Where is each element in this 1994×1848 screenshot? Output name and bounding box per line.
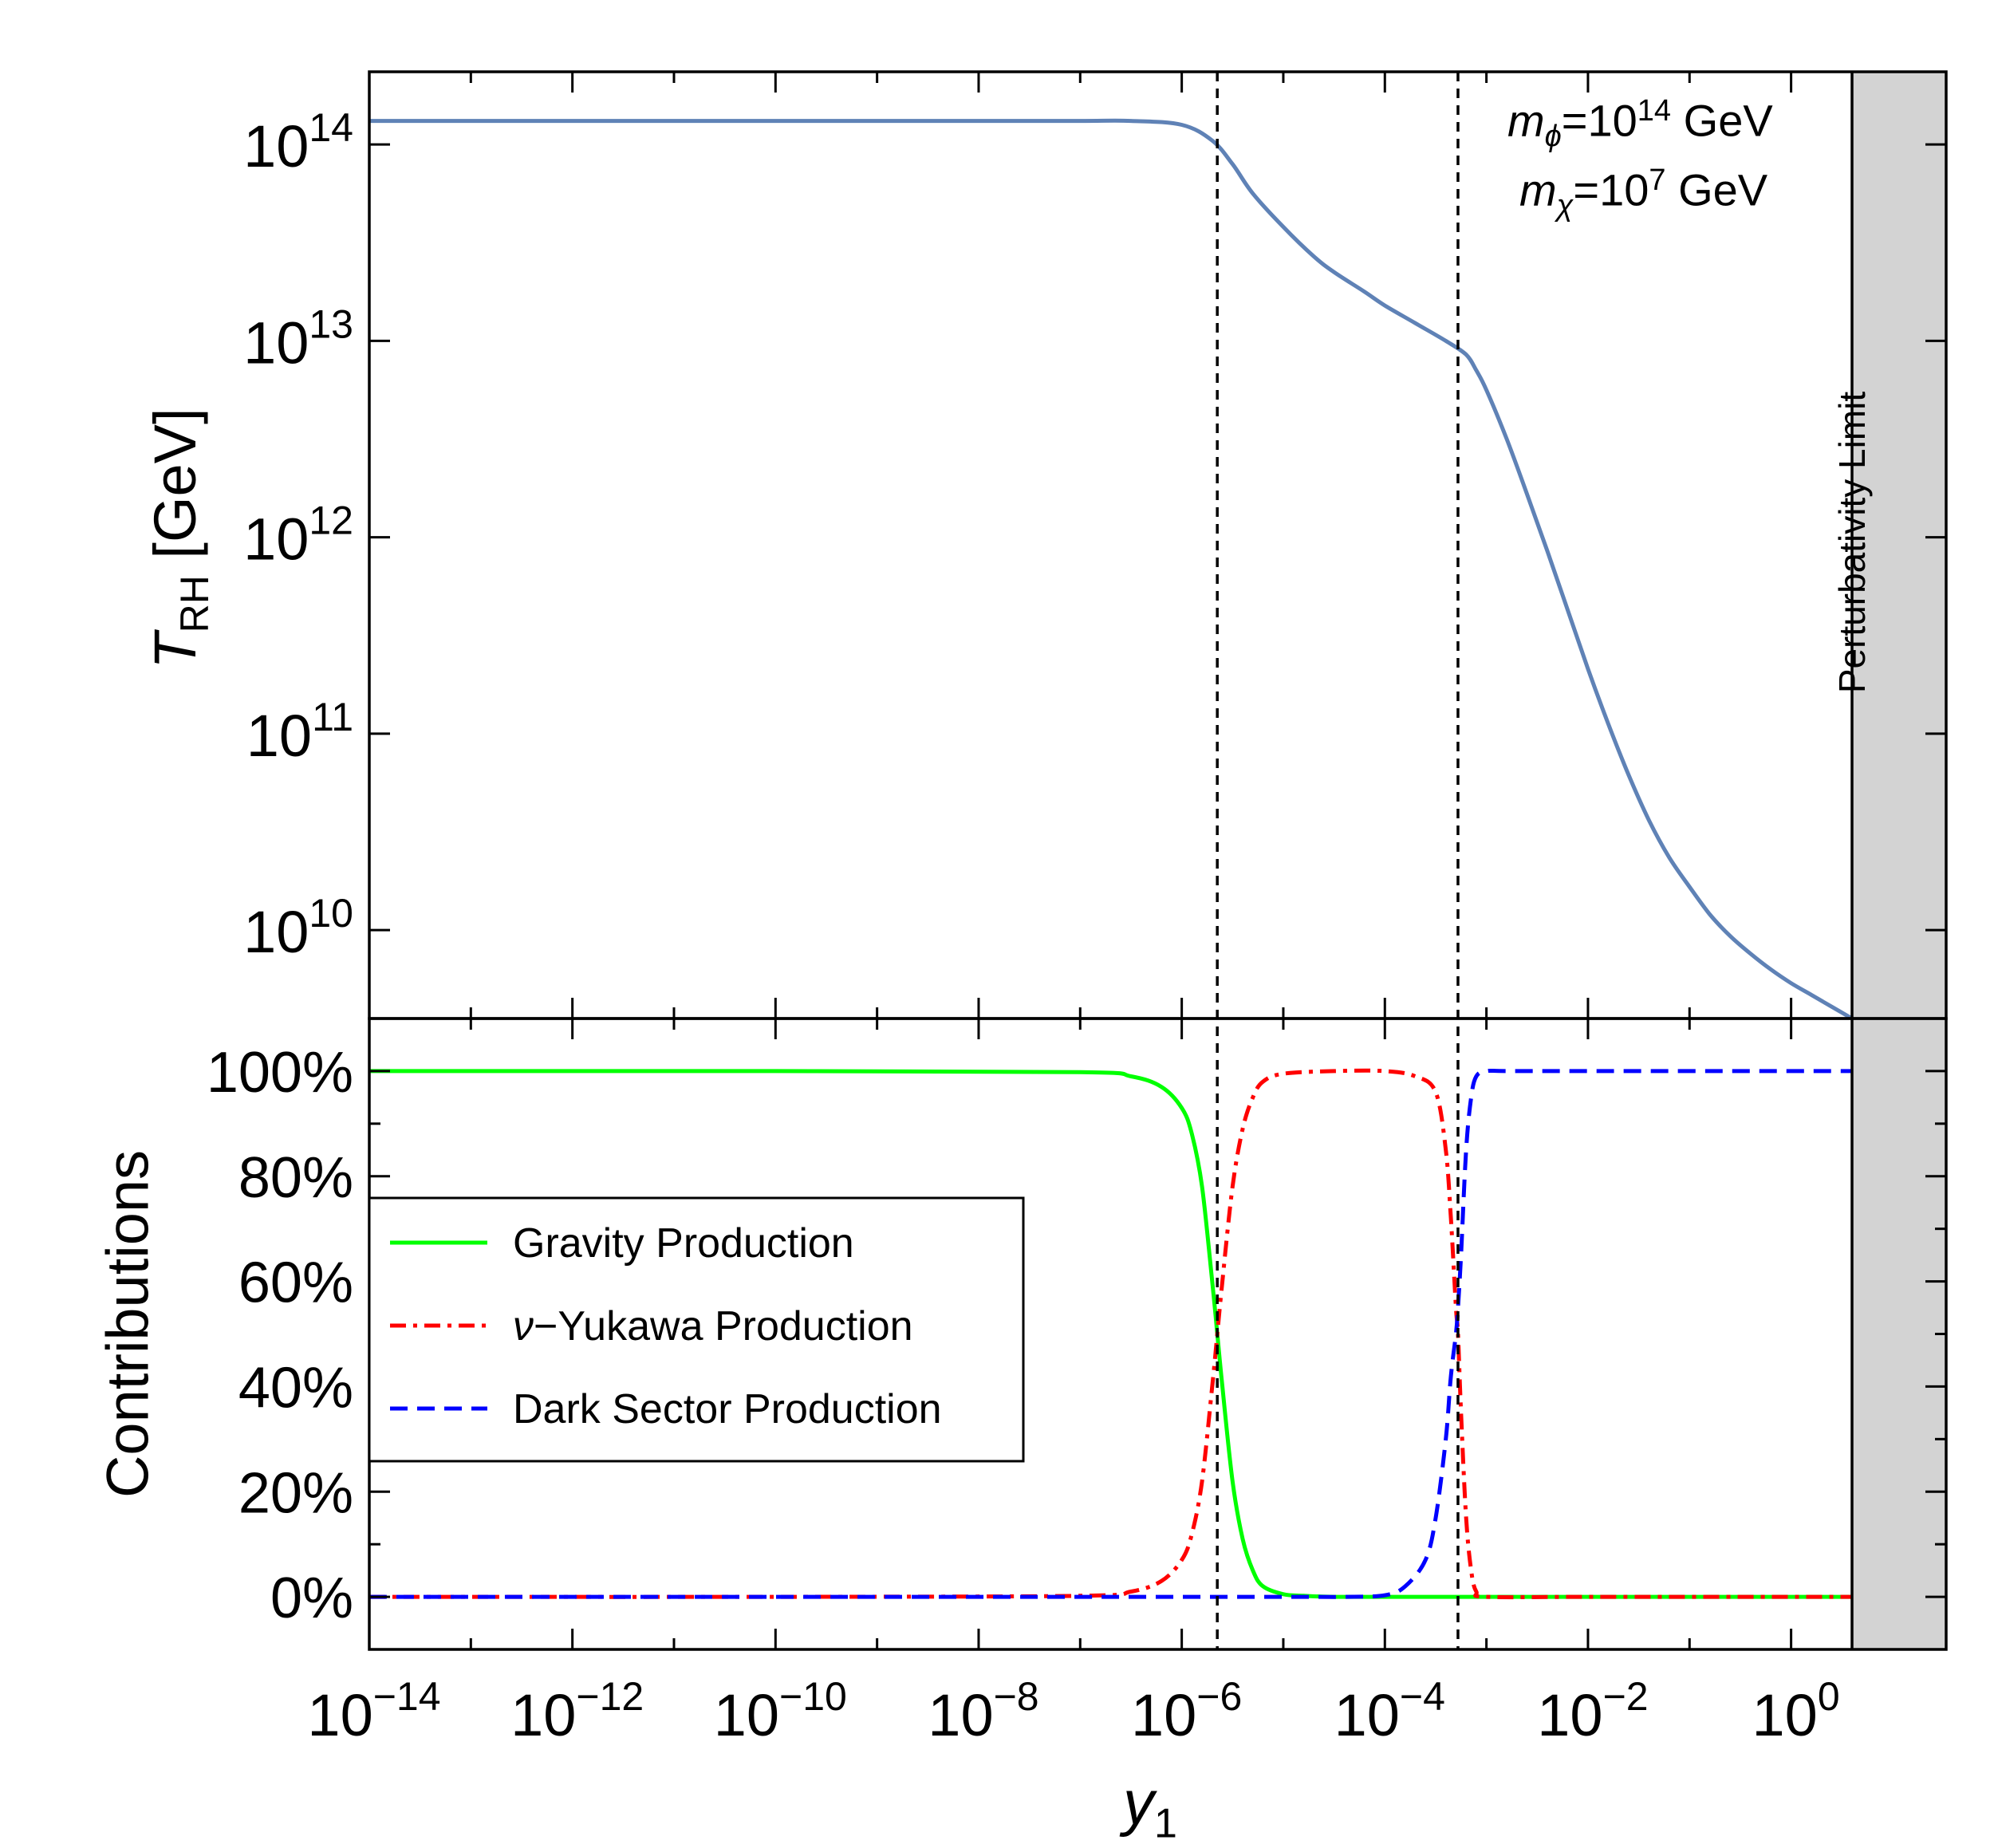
x-tick-label: 10−2 [1537, 1674, 1648, 1748]
annotation-m-phi-eq: =10 [1561, 95, 1637, 146]
x-tick-label: 10−4 [1334, 1674, 1445, 1748]
tick-exponent: −14 [373, 1674, 441, 1719]
tick-base: 10 [1752, 1682, 1818, 1748]
legend-label-1: Gravity Production [513, 1220, 854, 1267]
top-y-tick-label: 1013 [243, 301, 353, 376]
top-y-tick-label: 1014 [243, 105, 353, 179]
perturbativity-label-text: Perturbativity Limit [1831, 391, 1873, 694]
top-y-axis-label-unit: [GeV] [142, 408, 209, 559]
tick-base: 10 [928, 1682, 993, 1748]
legend-label-text: Gravity Production [513, 1220, 854, 1267]
tick-base: 10 [1131, 1682, 1196, 1748]
bottom-y-axis-label-text: Contributions [94, 1149, 161, 1499]
tick-exponent: −4 [1400, 1674, 1445, 1719]
x-tick-label: 10−10 [714, 1674, 847, 1748]
legend-label-prefix: ν [513, 1303, 534, 1350]
tick-base: 10 [510, 1682, 576, 1748]
tick-base: 10 [1334, 1682, 1400, 1748]
bottom-y-axis-label: Contributions [94, 1150, 162, 1498]
perturbativity-label: Perturbativity Limit [1830, 392, 1874, 693]
series-line-trh [369, 118, 1854, 1021]
top-y-axis-label-main: T [142, 632, 209, 669]
top-y-tick-label: 1012 [243, 498, 353, 573]
bottom-y-tick-label: 80% [238, 1146, 353, 1210]
x-axis-label: y1 [1123, 1767, 1177, 1848]
tick-exponent: 12 [309, 498, 353, 543]
tick-base: 10 [243, 309, 309, 376]
tick-exponent: −12 [576, 1674, 644, 1719]
legend-label-text: Dark Sector Production [513, 1386, 942, 1432]
series-line-dark-sector [369, 1068, 1852, 1599]
perturbativity-shade [1852, 72, 1946, 1649]
tick-base: 10 [1537, 1682, 1602, 1748]
annotation-m-phi-exp: 14 [1637, 94, 1672, 128]
tick-exponent: −8 [994, 1674, 1039, 1719]
x-tick-label: 10−14 [307, 1674, 440, 1748]
annotation-m-phi-sub: ϕ [1544, 119, 1562, 153]
top-y-axis-label: TRH [GeV] [141, 408, 218, 668]
bottom-y-tick-label: 60% [238, 1251, 353, 1315]
series-line-gravity [368, 1069, 1852, 1599]
x-tick-label: 100 [1752, 1674, 1840, 1748]
annotation-m-phi-unit: GeV [1671, 95, 1773, 146]
legend-label-text: −Yukawa Production [534, 1303, 913, 1350]
legend-label-2: ν−Yukawa Production [513, 1303, 913, 1350]
tick-exponent: −10 [779, 1674, 847, 1719]
tick-exponent: 14 [309, 105, 353, 150]
annotation-m-chi: mχ=107 GeV [1519, 164, 1767, 223]
tick-exponent: −2 [1603, 1674, 1649, 1719]
top-y-tick-label: 1010 [243, 891, 353, 965]
tick-base: 10 [246, 703, 312, 769]
tick-exponent: 0 [1818, 1674, 1840, 1719]
tick-exponent: −6 [1196, 1674, 1242, 1719]
x-tick-label: 10−6 [1131, 1674, 1242, 1748]
x-tick-label: 10−8 [928, 1674, 1038, 1748]
tick-base: 10 [714, 1682, 779, 1748]
x-axis-label-main: y [1123, 1767, 1155, 1838]
legend-label-3: Dark Sector Production [513, 1386, 942, 1432]
annotation-m-chi-symbol: m [1519, 164, 1557, 215]
tick-base: 10 [243, 899, 309, 965]
tick-exponent: 11 [312, 695, 353, 739]
top-y-axis-label-sub: RH [171, 575, 217, 633]
x-axis-label-sub: 1 [1154, 1800, 1177, 1847]
annotation-m-chi-unit: GeV [1665, 164, 1768, 215]
vertical-dashed-lines [1216, 72, 1460, 1649]
bottom-y-tick-label: 40% [238, 1356, 353, 1420]
tick-base: 10 [307, 1682, 372, 1748]
annotation-m-chi-eq: =10 [1573, 164, 1649, 215]
tick-exponent: 10 [309, 891, 353, 936]
bottom-y-tick-label: 100% [207, 1041, 353, 1105]
top-y-tick-label: 1011 [246, 695, 353, 769]
bottom-panel-curves [368, 1068, 1852, 1600]
perturbativity-region [1852, 72, 1946, 1649]
legend: Gravity Production ν−Yukawa Production Dar… [368, 1196, 1025, 1463]
top-panel-curves [369, 118, 1854, 1021]
tick-base: 10 [243, 113, 309, 179]
annotation-m-phi: mϕ=1014 GeV [1507, 94, 1773, 154]
annotation-m-chi-sub: χ [1556, 188, 1574, 223]
annotation-m-phi-symbol: m [1507, 95, 1545, 146]
annotation-m-chi-exp: 7 [1649, 164, 1666, 197]
series-line-yukawa [368, 1068, 1852, 1600]
tick-exponent: 13 [309, 301, 353, 346]
bottom-y-tick-label: 20% [238, 1461, 353, 1525]
x-tick-label: 10−12 [510, 1674, 644, 1748]
bottom-y-tick-label: 0% [270, 1566, 353, 1630]
tick-labels: 101010111012101310140%20%40%60%80%100%10… [207, 105, 1840, 1748]
tick-base: 10 [243, 506, 309, 573]
